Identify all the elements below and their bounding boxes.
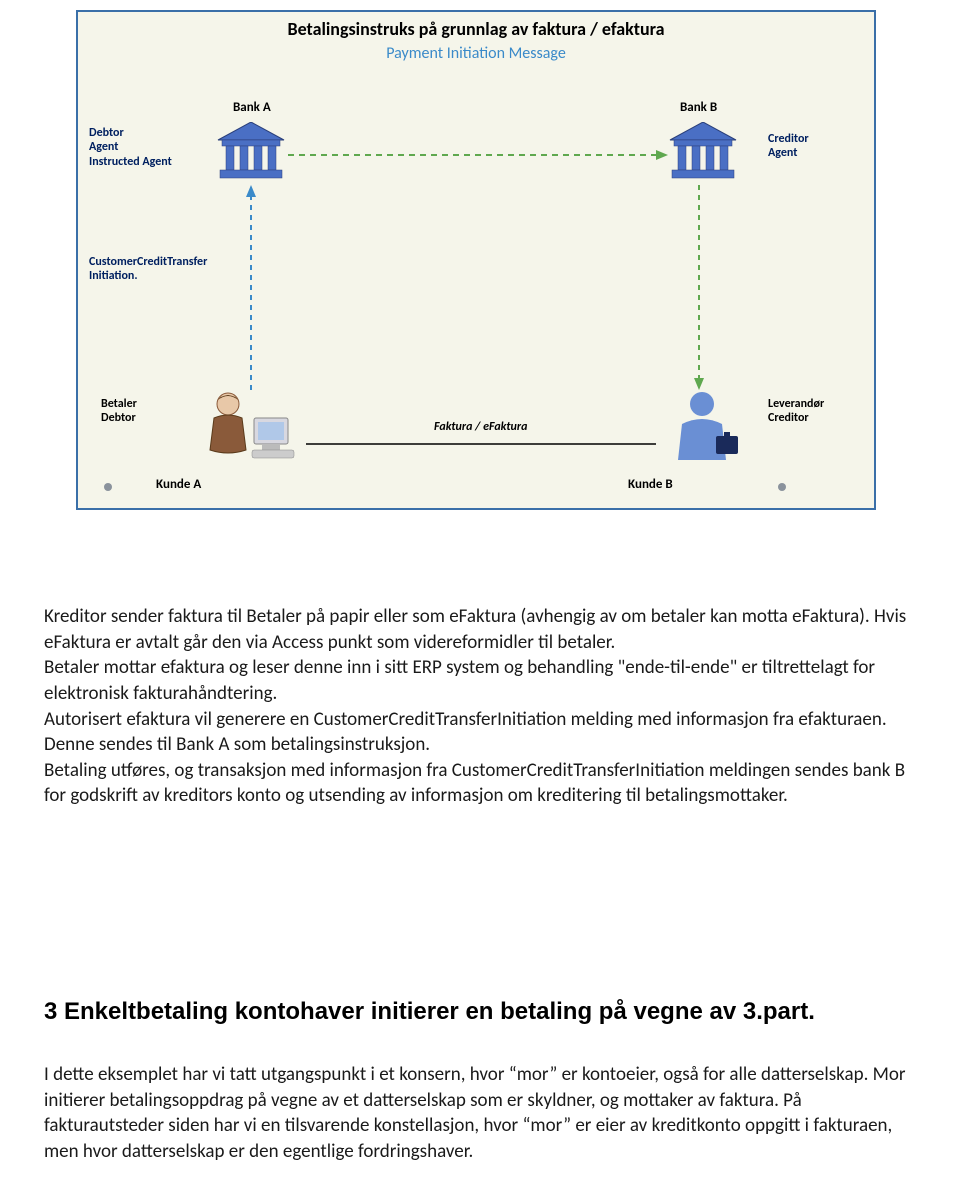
kunde-a-label: Kunde A xyxy=(156,477,201,492)
payment-flow-diagram: Betalingsinstruks på grunnlag av faktura… xyxy=(76,10,876,510)
label-line: Betaler xyxy=(101,397,137,411)
debtor-to-bank-arrow xyxy=(244,185,258,390)
label-line: Initiation. xyxy=(89,269,207,283)
bank-b-icon xyxy=(668,122,738,180)
debtor-person-icon xyxy=(198,390,298,464)
label-line: Creditor xyxy=(768,132,809,146)
creditor-agent-labels: Creditor Agent xyxy=(768,132,809,161)
debtor-agent-labels: Debtor Agent Instructed Agent xyxy=(89,126,172,169)
diagram-title: Betalingsinstruks på grunnlag av faktura… xyxy=(78,18,874,40)
diagram-subtitle: Payment Initiation Message xyxy=(78,44,874,63)
paragraph-2: I dette eksemplet har vi tatt utgangspun… xyxy=(44,1062,916,1165)
label-line: Debtor xyxy=(89,126,172,140)
bank-b-label: Bank B xyxy=(680,100,717,115)
leverandor-labels: Leverandør Creditor xyxy=(768,397,824,426)
faktura-line xyxy=(306,440,656,448)
kunde-b-label: Kunde B xyxy=(628,477,673,492)
label-line: Creditor xyxy=(768,411,824,425)
betaler-labels: Betaler Debtor xyxy=(101,397,137,426)
bank-a-icon xyxy=(216,122,286,180)
bank-a-label: Bank A xyxy=(233,100,271,115)
label-line: CustomerCreditTransfer xyxy=(89,255,207,269)
bullet-icon xyxy=(104,483,112,491)
label-line: Agent xyxy=(89,140,172,154)
label-line: Instructed Agent xyxy=(89,155,172,169)
faktura-label: Faktura / eFaktura xyxy=(430,420,531,434)
label-line: Debtor xyxy=(101,411,137,425)
interbank-arrow xyxy=(288,148,668,162)
bullet-icon xyxy=(778,483,786,491)
paragraph-1: Kreditor sender faktura til Betaler på p… xyxy=(44,604,916,809)
section-heading: 3 Enkeltbetaling kontohaver initierer en… xyxy=(44,998,916,1026)
creditor-person-icon xyxy=(662,390,742,464)
bank-to-creditor-arrow xyxy=(692,185,706,390)
ccti-labels: CustomerCreditTransfer Initiation. xyxy=(89,255,207,284)
label-line: Leverandør xyxy=(768,397,824,411)
label-line: Agent xyxy=(768,146,809,160)
